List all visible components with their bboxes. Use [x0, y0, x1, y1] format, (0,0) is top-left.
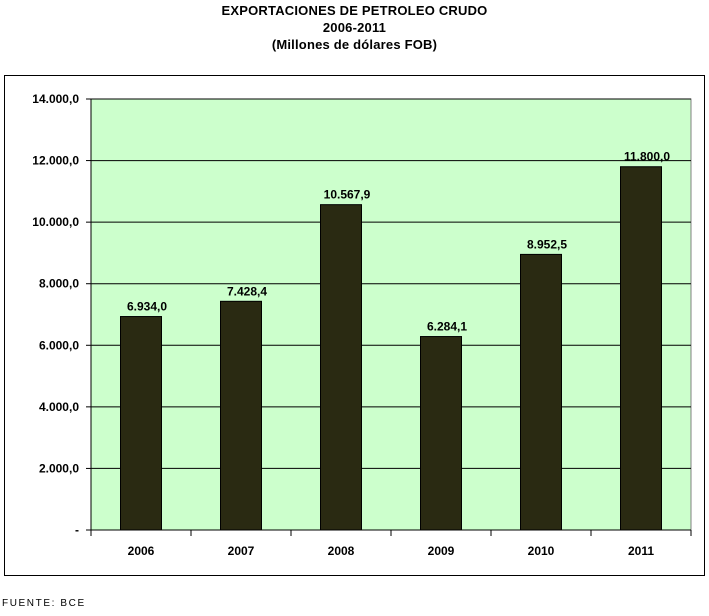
y-tick-label: 2.000,0 — [39, 461, 79, 475]
plot-area: - 2.000,0 4.000,0 6.000,0 8.000,0 10.000,0 12.… — [32, 92, 692, 558]
x-tick-label-2007: 2007 — [228, 544, 255, 558]
data-label-2011: 11.800,0 — [624, 150, 670, 164]
source-note: FUENTE: BCE — [2, 598, 86, 609]
bar-2007 — [220, 300, 262, 531]
bar-2006 — [120, 316, 162, 531]
chart-title-block: EXPORTACIONES DE PETROLEO CRUDO 2006-201… — [0, 2, 709, 53]
data-label-2010: 8.952,5 — [527, 237, 567, 251]
x-tick-label-2006: 2006 — [128, 544, 155, 558]
y-tick-label: 14.000,0 — [32, 92, 79, 106]
y-tick-label: - — [75, 523, 79, 537]
chart-subtitle: 2006-2011 — [322, 20, 387, 35]
y-tick-label: 12.000,0 — [32, 154, 79, 168]
plot-background — [90, 98, 692, 531]
data-label-2006: 6.934,0 — [127, 300, 167, 314]
data-label-2009: 6.284,1 — [427, 320, 467, 334]
x-tick-label-2011: 2011 — [628, 544, 654, 558]
x-tick-label-2009: 2009 — [428, 544, 455, 558]
chart-title: EXPORTACIONES DE PETROLEO CRUDO — [221, 3, 488, 18]
y-tick-label: 4.000,0 — [39, 400, 79, 414]
data-label-2008: 10.567,9 — [324, 188, 371, 202]
bar-2010 — [520, 253, 562, 531]
x-tick-label-2008: 2008 — [328, 544, 355, 558]
chart-unit-label: (Millones de dólares FOB) — [271, 37, 438, 52]
y-tick-label: 10.000,0 — [32, 215, 79, 229]
bar-2008 — [320, 204, 362, 531]
y-tick-label: 6.000,0 — [39, 338, 79, 352]
x-tick-label-2010: 2010 — [528, 544, 555, 558]
bar-2011 — [620, 166, 662, 531]
y-tick-label: 8.000,0 — [39, 277, 79, 291]
bar-2009 — [420, 336, 462, 531]
data-label-2007: 7.428,4 — [227, 284, 267, 298]
